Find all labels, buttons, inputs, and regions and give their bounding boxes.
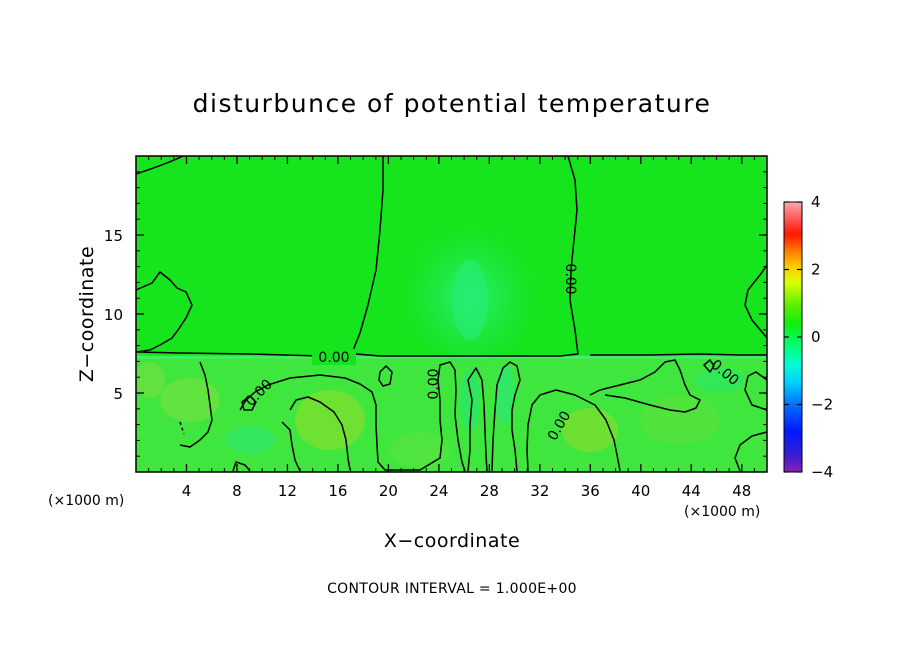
contour-columns-a bbox=[467, 367, 488, 472]
y-tick-marks bbox=[136, 171, 767, 457]
contour-label: 0.00 bbox=[562, 263, 578, 294]
contour-plume-left bbox=[353, 156, 579, 357]
x-tick-label: 4 bbox=[182, 482, 192, 500]
contour-left-bulge bbox=[136, 271, 193, 353]
x-tick-label: 20 bbox=[379, 482, 398, 500]
contour-lower-wave bbox=[239, 361, 466, 472]
x-tick-label: 44 bbox=[682, 482, 701, 500]
y-tick-label: 5 bbox=[113, 385, 123, 403]
contour-upper-left bbox=[136, 156, 184, 175]
colorbar-tick-label: 2 bbox=[811, 261, 821, 279]
y-axis-label: Z−coordinate bbox=[76, 246, 98, 382]
contour-dash-1 bbox=[179, 421, 185, 435]
turbulent-patches bbox=[136, 362, 745, 468]
plume-core bbox=[452, 260, 488, 340]
x-tick-label: 36 bbox=[581, 482, 600, 500]
y-tick-labels: 5 10 15 bbox=[104, 227, 123, 403]
x-tick-marks bbox=[148, 156, 755, 472]
colorbar-tick-label: 0 bbox=[811, 328, 821, 346]
x-tick-label: 24 bbox=[429, 482, 448, 500]
contour-lower-loop-b bbox=[281, 421, 301, 472]
contour-small-loop-3 bbox=[241, 395, 257, 411]
contour-columns-b bbox=[491, 361, 521, 472]
contour-right-bottom bbox=[734, 431, 767, 472]
contour-lower-loop-a bbox=[289, 396, 351, 471]
x-axis-label: X−coordinate bbox=[384, 530, 520, 552]
contour-label: 0.00 bbox=[318, 350, 349, 366]
x-tick-label: 32 bbox=[530, 482, 549, 500]
contour-columns-c bbox=[526, 389, 621, 472]
x-tick-label: 28 bbox=[480, 482, 499, 500]
colorbar-tick-label: 4 bbox=[811, 193, 821, 211]
y-tick-label: 10 bbox=[104, 306, 123, 324]
chart-title: disturbunce of potential temperature bbox=[193, 89, 712, 118]
colorbar-ticks: 4 2 0 −2 −4 bbox=[784, 193, 833, 481]
contour-lower-main bbox=[179, 361, 213, 448]
x-tick-label: 40 bbox=[631, 482, 650, 500]
contour-layer-right bbox=[590, 353, 767, 356]
x-tick-label: 12 bbox=[278, 482, 297, 500]
contour-small-loop-2 bbox=[703, 359, 715, 373]
plot-area: 0.00 0.00 0.00 0.00 0.00 0.00 bbox=[136, 156, 767, 472]
contour-interval-note: CONTOUR INTERVAL = 1.000E+00 bbox=[327, 581, 577, 597]
x-tick-label: 48 bbox=[732, 482, 751, 500]
contour-label: 0.00 bbox=[426, 368, 442, 399]
contour-right-edge bbox=[744, 371, 767, 411]
y-tick-label: 15 bbox=[104, 227, 123, 245]
x-unit-left: (×1000 m) bbox=[48, 493, 124, 509]
contour-label-bg bbox=[312, 349, 356, 365]
contour-bottom-left bbox=[232, 461, 251, 472]
contour-small-loop-1 bbox=[378, 365, 393, 387]
x-unit-right: (×1000 m) bbox=[684, 504, 760, 520]
colorbar-tick-label: −4 bbox=[811, 463, 833, 481]
x-tick-labels: 4 8 12 16 20 24 28 32 36 40 44 48 bbox=[182, 482, 752, 500]
contour-right-lobe bbox=[589, 359, 701, 413]
colorbar: 4 2 0 −2 −4 bbox=[783, 193, 833, 481]
x-tick-label: 16 bbox=[328, 482, 347, 500]
x-tick-label: 8 bbox=[232, 482, 242, 500]
contour-right-bulge bbox=[744, 264, 767, 339]
colorbar-tick-label: −2 bbox=[811, 396, 833, 414]
